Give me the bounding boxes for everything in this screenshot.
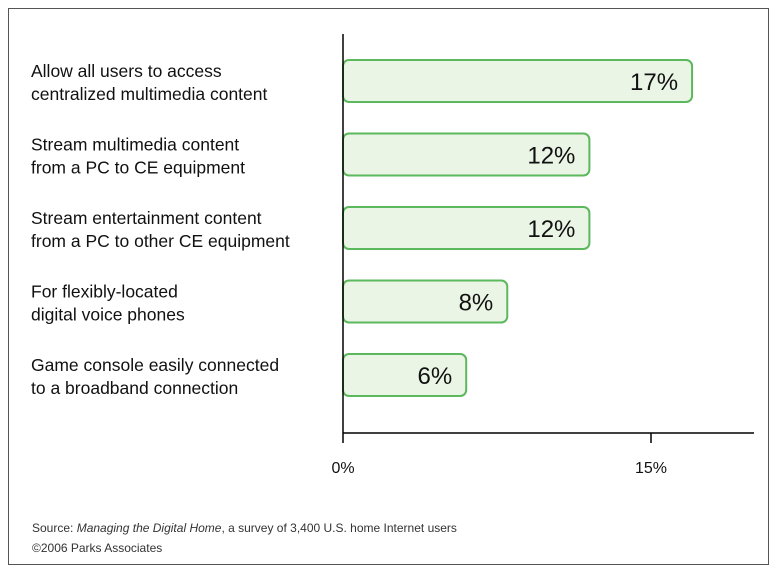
category-label: Allow all users to access centralized mul… <box>31 61 268 104</box>
category-label: Game console easily connected to a broadb… <box>31 355 279 398</box>
copyright: ©2006 Parks Associates <box>32 541 163 555</box>
category-label: For flexibly-located digital voice phones <box>31 282 185 325</box>
category-label-line: centralized multimedia content <box>31 84 268 104</box>
category-labels: Allow all users to access centralized mul… <box>31 61 290 398</box>
category-label-line: digital voice phones <box>31 305 185 325</box>
data-label: 6% <box>418 363 453 390</box>
category-label: Stream multimedia content from a PC to CE… <box>31 135 245 178</box>
x-tick-label: 0% <box>331 460 354 477</box>
data-label: 12% <box>527 216 575 243</box>
data-label: 17% <box>630 69 678 96</box>
data-label: 12% <box>527 143 575 170</box>
axes: 0% 15% <box>331 34 754 477</box>
data-label: 8% <box>459 290 494 317</box>
x-tick-label: 15% <box>635 460 667 477</box>
category-label: Stream entertainment content from a PC to… <box>31 208 290 251</box>
source-prefix: Source: <box>32 521 77 535</box>
source-line: Source: Managing the Digital Home, a sur… <box>32 518 457 538</box>
category-label-line: Stream entertainment content <box>31 208 262 228</box>
bars-layer: 17% 12% 12% 8% 6% <box>342 59 694 397</box>
category-label-line: to a broadband connection <box>31 378 238 398</box>
category-label-line: Stream multimedia content <box>31 135 239 155</box>
source-note: Source: Managing the Digital Home, a sur… <box>32 518 457 558</box>
category-label-line: Allow all users to access <box>31 61 222 81</box>
source-title: Managing the Digital Home <box>76 521 222 535</box>
category-label-line: For flexibly-located <box>31 282 178 302</box>
chart-frame <box>8 8 769 565</box>
category-label-line: from a PC to CE equipment <box>31 158 245 178</box>
source-suffix: , a survey of 3,400 U.S. home Internet u… <box>221 521 457 535</box>
category-label-line: from a PC to other CE equipment <box>31 231 290 251</box>
category-label-line: Game console easily connected <box>31 355 279 375</box>
